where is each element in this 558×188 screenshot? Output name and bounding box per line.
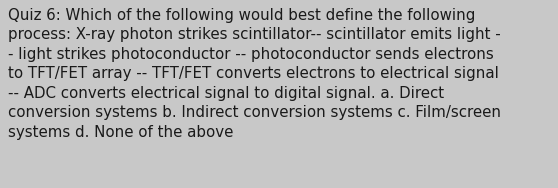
Text: Quiz 6: Which of the following would best define the following
process: X-ray ph: Quiz 6: Which of the following would bes…: [8, 8, 502, 140]
